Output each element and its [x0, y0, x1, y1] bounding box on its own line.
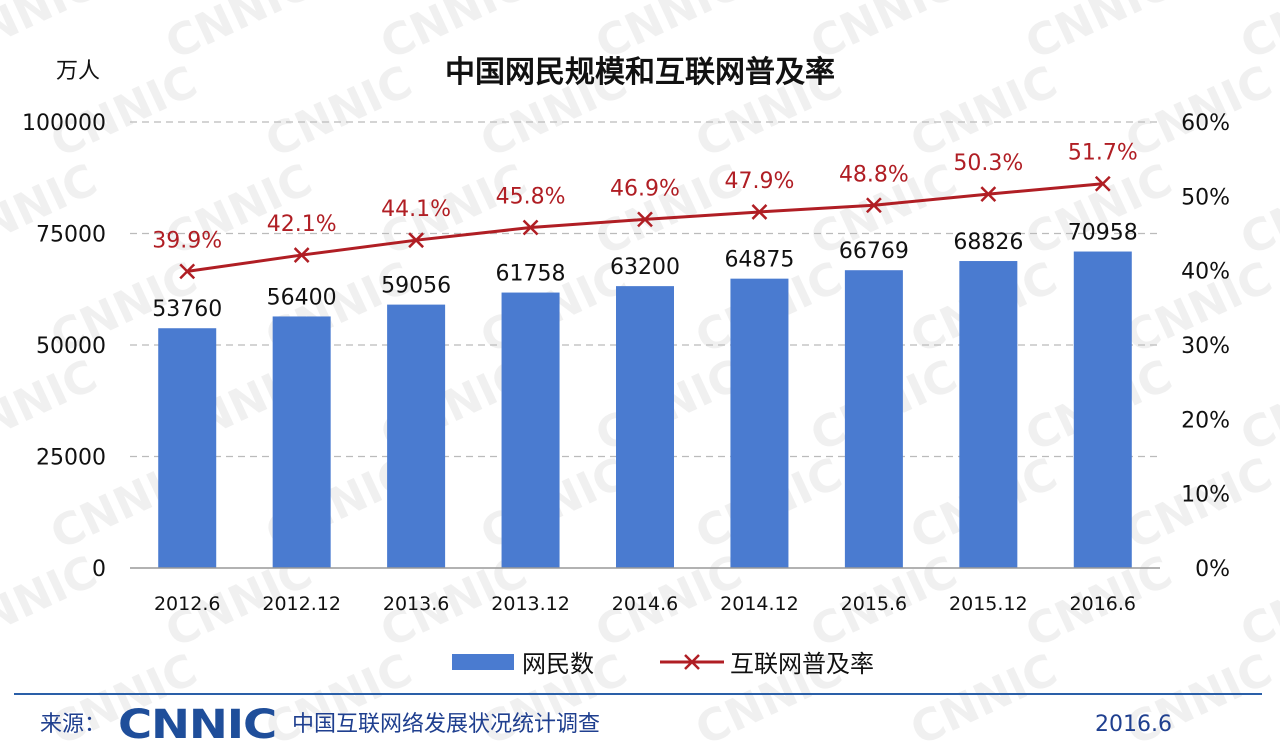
bar-series: [158, 251, 1132, 568]
x-tick-label: 2015.6: [841, 593, 907, 615]
chart-title: 中国网民规模和互联网普及率: [445, 55, 835, 90]
line-value-label: 44.1%: [381, 197, 451, 222]
y-tick-right: 30%: [1181, 334, 1230, 359]
x-tick-label: 2015.12: [949, 593, 1028, 615]
y-tick-left: 25000: [36, 446, 106, 471]
bar: [501, 292, 560, 568]
watermark-text: CNNIC: [0, 154, 105, 266]
line-marker: [408, 232, 424, 249]
bar-value-label: 59056: [381, 274, 451, 299]
line-marker: [179, 263, 196, 280]
line-marker: [866, 197, 882, 214]
bar: [387, 304, 446, 568]
line-value-labels: 39.9% 42.1% 44.1% 45.8% 46.9% 47.9% 48.8% 50.3%…: [152, 141, 1137, 254]
source-label: 来源：: [40, 712, 106, 737]
bar: [158, 328, 217, 568]
bar-value-label: 66769: [839, 239, 909, 264]
y-tick-right: 50%: [1181, 185, 1230, 210]
bar-value-label: 64875: [724, 248, 794, 273]
bar-value-label: 63200: [610, 255, 680, 280]
x-axis-ticks: 2012.6 2012.12 2013.6 2013.12 2014.6 2014.12 2…: [154, 593, 1136, 615]
report-date: 2016.6: [1095, 712, 1172, 737]
line-marker: [980, 186, 997, 202]
line-marker: [293, 247, 310, 263]
bar-value-labels: 53760 56400 59056 61758 63200 64875 66769 68826…: [152, 221, 1138, 323]
y-tick-right: 10%: [1181, 483, 1230, 508]
x-tick-label: 2012.12: [262, 593, 341, 615]
watermark-text: CNNIC: [1233, 154, 1280, 266]
y-axis-unit-label: 万人: [56, 59, 100, 84]
line-marker: [522, 219, 539, 236]
y-tick-right: 60%: [1181, 111, 1230, 136]
line-value-label: 47.9%: [724, 169, 794, 194]
watermark-text: CNNIC: [258, 56, 420, 168]
watermark-text: CNNIC: [258, 644, 420, 754]
x-tick-label: 2013.12: [491, 593, 570, 615]
legend-label-line: 互联网普及率: [730, 650, 874, 678]
y-tick-right: 20%: [1181, 408, 1230, 433]
y-tick-right: 0%: [1195, 557, 1230, 582]
line-value-label: 51.7%: [1068, 141, 1138, 166]
watermark-text: CNNIC: [1118, 644, 1280, 754]
legend-marker-x: [684, 654, 700, 670]
x-tick-label: 2013.6: [383, 593, 449, 615]
line-value-label: 45.8%: [496, 185, 566, 210]
y-axis-right-ticks: 0% 10% 20% 30% 40% 50% 60%: [1181, 111, 1230, 582]
bar: [1073, 251, 1132, 568]
bar: [730, 278, 789, 568]
legend: 网民数 互联网普及率: [452, 650, 874, 678]
cnnic-logo: CNNIC: [118, 702, 276, 748]
line-value-label: 39.9%: [152, 228, 222, 253]
x-tick-label: 2014.6: [612, 593, 678, 615]
bar: [959, 261, 1018, 568]
line-value-label: 42.1%: [267, 212, 337, 237]
bar: [844, 270, 903, 568]
line-value-label: 48.8%: [839, 162, 909, 187]
line-marker: [751, 204, 768, 220]
watermark-text: CNNIC: [0, 546, 105, 658]
x-tick-label: 2012.6: [154, 593, 220, 615]
watermark-text: CNNIC: [1018, 154, 1180, 266]
line-value-label: 46.9%: [610, 176, 680, 201]
bar-value-label: 53760: [152, 297, 222, 322]
bar: [616, 286, 674, 568]
legend-label-bar: 网民数: [522, 650, 594, 678]
watermark-text: CNNIC: [1233, 350, 1280, 462]
y-tick-right: 40%: [1181, 260, 1230, 285]
x-tick-label: 2014.12: [720, 593, 799, 615]
x-tick-label: 2016.6: [1070, 593, 1136, 615]
y-axis-left-ticks: 0 25000 50000 75000 100000: [22, 111, 106, 582]
line-marker: [1094, 175, 1111, 192]
watermark-text: CNNIC: [1233, 546, 1280, 658]
bar-value-label: 56400: [267, 285, 337, 310]
line-series: [179, 175, 1111, 280]
source-name: 中国互联网络发展状况统计调查: [292, 712, 600, 737]
line-value-label: 50.3%: [953, 151, 1023, 176]
y-tick-left: 0: [92, 557, 106, 582]
y-tick-left: 50000: [36, 334, 106, 359]
line-marker: [637, 211, 653, 228]
y-tick-left: 75000: [36, 223, 106, 248]
bar-value-label: 68826: [953, 230, 1023, 255]
watermark-text: CNNIC: [903, 644, 1065, 754]
bar-value-label: 70958: [1068, 221, 1138, 246]
y-tick-left: 100000: [22, 111, 106, 136]
bar: [272, 316, 331, 568]
bar-value-label: 61758: [496, 262, 566, 287]
legend-swatch-bar: [452, 654, 514, 670]
